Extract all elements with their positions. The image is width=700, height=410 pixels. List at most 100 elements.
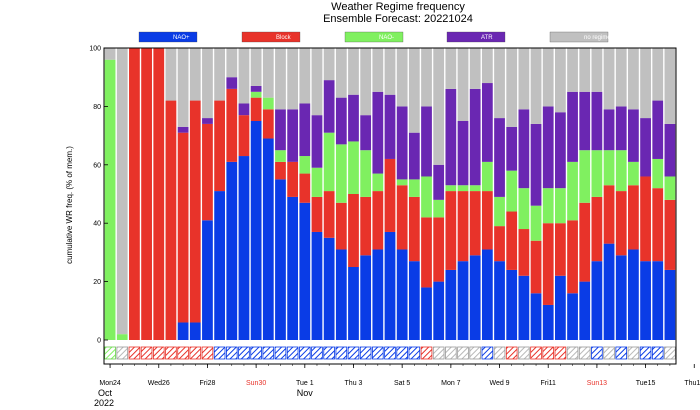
bar-segment-block [554, 223, 566, 276]
bar-segment-no-regime [335, 48, 347, 98]
bar-segment-block [165, 100, 177, 340]
bar-segment-naoplus [530, 293, 542, 340]
bar-segment-naominus [664, 176, 676, 200]
bar-segment-block [214, 100, 226, 192]
bar-segment-naominus [421, 176, 432, 218]
bar-segment-atr [567, 91, 578, 162]
bar-segment-block [335, 202, 347, 250]
bar-segment-naominus [554, 188, 566, 224]
bar-segment-naoplus [554, 275, 566, 340]
legend-swatch [138, 31, 198, 43]
bar-segment-naominus [530, 205, 542, 241]
bar-segment-block [652, 188, 664, 262]
legend-label: Block [276, 35, 292, 41]
legend-label: no regime [584, 35, 611, 41]
bar-segment-atr [652, 100, 664, 159]
bar-segment-naominus [591, 150, 603, 197]
bar-segment-block [177, 132, 189, 323]
regime-marker [347, 346, 360, 360]
bar-segment-no-regime [250, 48, 262, 86]
bar-segment-naominus [567, 161, 578, 221]
legend-swatch [446, 31, 506, 43]
bar-segment-naominus [579, 150, 591, 203]
bar-segment-atr [421, 106, 432, 177]
bar-segment-block [348, 194, 359, 267]
regime-marker [603, 346, 615, 360]
regime-marker [432, 346, 445, 360]
bar-segment-block [494, 226, 505, 262]
bar-segment-naoplus [445, 269, 457, 340]
y-tick-label: 0 [97, 338, 101, 345]
regime-marker [481, 346, 494, 360]
bar-segment-no-regime [494, 48, 505, 119]
bar-segment-block [299, 173, 311, 203]
bar-segment-naoplus [615, 255, 627, 340]
bar-segment-no-regime [238, 48, 250, 104]
bar-segment-block [311, 196, 323, 232]
bar-segment-naominus [494, 196, 505, 227]
bar-segment-no-regime [287, 48, 299, 110]
legend-swatch [344, 31, 404, 43]
bar-segment-naominus [408, 179, 420, 197]
bar-segment-block [506, 211, 518, 270]
bar-segment-atr [238, 103, 250, 116]
bar-segment-no-regime [189, 48, 201, 101]
bar-segment-block [129, 48, 140, 340]
bar-segment-naominus [481, 161, 493, 192]
bar-segment-block [615, 191, 627, 256]
plot-area: 0 20 40 60 80 100 Mon24 Wed26 Fri28 Sun30 Tue 1 Th… [89, 46, 700, 399]
x-tick-label: Wed26 [148, 380, 170, 387]
regime-marker [493, 346, 506, 360]
bar-segment-no-regime [433, 48, 445, 165]
bar-segment-atr [396, 106, 408, 180]
bar-segment-block [141, 48, 152, 340]
bar-segment-no-regime [323, 48, 335, 81]
bar-segment-atr [408, 132, 420, 180]
bar-segment-no-regime [165, 48, 177, 101]
regime-marker [542, 346, 554, 360]
bar-segment-naoplus [408, 261, 420, 340]
x-tick-label: Fri11 [540, 380, 556, 387]
bar-segment-block [481, 191, 493, 250]
bar-segment-atr [275, 109, 286, 151]
bar-segment-block [238, 115, 250, 157]
bar-segment-naominus [104, 59, 116, 341]
bar-segment-block [664, 199, 676, 270]
bar-segment-no-regime [104, 48, 116, 60]
bar-segment-atr [530, 123, 542, 206]
bar-segment-block [433, 217, 445, 282]
bar-segment-block [591, 196, 603, 262]
bar-segment-naoplus [579, 281, 591, 340]
bar-segment-naoplus [275, 179, 286, 340]
bar-segment-block [262, 109, 274, 139]
regime-marker [651, 346, 664, 360]
regime-marker [213, 346, 226, 360]
bar-segment-no-regime [542, 48, 554, 107]
bar-segment-naoplus [628, 249, 639, 340]
y-tick-label: 40 [93, 221, 101, 228]
bar-segment-no-regime [299, 48, 311, 104]
month-label: Nov [297, 388, 314, 398]
bar-segment-naoplus [506, 269, 518, 340]
bar-segment-naoplus [189, 322, 201, 340]
bar-segment-no-regime [457, 48, 469, 121]
bar-segment-block [287, 161, 299, 197]
bar-segment-naoplus [202, 220, 213, 340]
bar-segment-block [579, 202, 591, 282]
regime-marker [469, 346, 481, 360]
y-axis: 0 20 40 60 80 100 [89, 46, 108, 345]
bar-segment-no-regime [348, 48, 359, 95]
regime-marker [286, 346, 299, 360]
bar-segment-atr [311, 115, 323, 168]
bar-segment-block [202, 123, 213, 221]
regime-marker [128, 346, 141, 360]
bar-segment-atr [506, 126, 518, 171]
x-axis: Mon24 Wed26 Fri28 Sun30 Tue 1 Thu 3 Sat 5 Mon 7… [98, 364, 700, 398]
regime-marker [335, 346, 348, 360]
bar-segment-naominus [311, 167, 323, 197]
bar-segment-naominus [469, 185, 481, 192]
bar-segment-atr [591, 91, 603, 151]
regime-marker [165, 346, 177, 360]
bar-segment-naoplus [603, 243, 615, 340]
bar-segment-naoplus [384, 231, 396, 340]
